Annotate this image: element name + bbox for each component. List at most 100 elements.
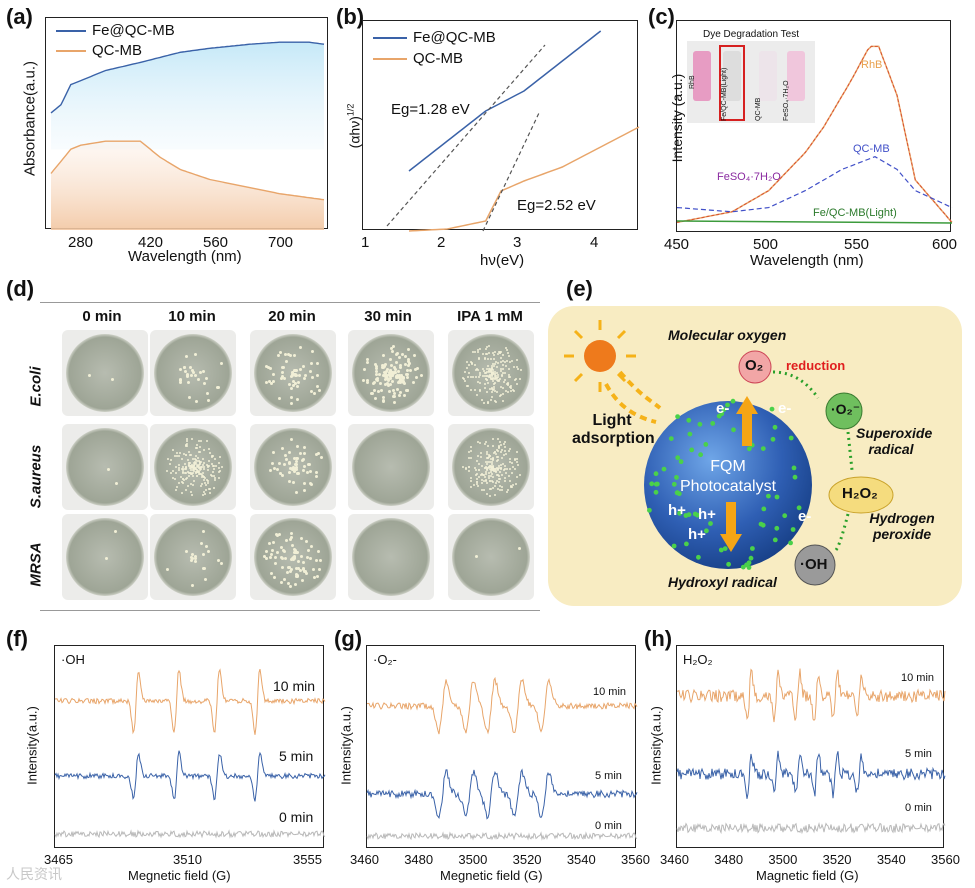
colony xyxy=(493,493,496,496)
petri-plate xyxy=(348,424,434,510)
colony xyxy=(198,471,200,474)
colony xyxy=(488,345,491,348)
colony xyxy=(483,466,486,469)
colony xyxy=(310,376,314,380)
colony xyxy=(391,380,395,384)
curve-label-rhb: RhB xyxy=(861,59,883,71)
colony xyxy=(486,453,489,456)
colony xyxy=(511,483,514,486)
colony xyxy=(475,375,478,378)
colony xyxy=(381,374,385,377)
colony xyxy=(495,466,498,469)
colony xyxy=(290,544,294,548)
colony xyxy=(499,370,502,373)
colony xyxy=(192,468,195,471)
colony xyxy=(516,365,519,368)
colony xyxy=(295,490,299,494)
colony xyxy=(479,456,482,459)
colony xyxy=(497,474,500,477)
superoxide-label: Superoxide radical xyxy=(856,425,933,457)
colony xyxy=(206,549,210,553)
colony xyxy=(190,559,194,562)
colony xyxy=(496,467,499,470)
vial-fe-qc-mb xyxy=(723,51,741,101)
colony xyxy=(193,374,197,378)
colony xyxy=(182,471,185,474)
colony xyxy=(202,382,206,386)
col-label-2: 20 min xyxy=(268,308,316,325)
epr-trace-0-min xyxy=(366,831,638,841)
colony xyxy=(288,461,292,465)
colony xyxy=(391,388,395,392)
colony xyxy=(215,465,218,468)
colony xyxy=(477,463,480,465)
colony xyxy=(476,351,479,354)
panel-f-species: ·OH xyxy=(61,652,85,667)
panel-g-xtick-0: 3460 xyxy=(350,852,379,867)
colony xyxy=(485,463,488,466)
reduction-label: reduction xyxy=(786,358,846,373)
colony xyxy=(212,464,215,467)
fe-qc-mb-curve xyxy=(50,41,325,114)
colony xyxy=(292,555,296,559)
superoxide-symbol: ·O₂⁻ xyxy=(831,401,861,417)
colony xyxy=(195,447,198,450)
colony xyxy=(497,438,500,441)
colony xyxy=(384,378,388,382)
colony xyxy=(306,471,310,475)
colony xyxy=(498,471,501,474)
colony xyxy=(307,463,311,467)
hydroxyl-label: Hydroxyl radical xyxy=(668,574,777,590)
colony xyxy=(504,360,507,363)
panel-h-trace-2: 0 min xyxy=(905,802,932,814)
colony xyxy=(283,463,287,467)
curve-label-feso4: FeSO₄·7H₂O xyxy=(717,171,781,183)
colony xyxy=(485,492,488,495)
colony xyxy=(291,466,295,469)
colony xyxy=(213,479,216,482)
petri-dish xyxy=(154,518,232,596)
colony xyxy=(318,388,322,392)
colony xyxy=(187,451,190,453)
colony xyxy=(277,532,281,536)
colony xyxy=(494,361,497,363)
colony xyxy=(504,467,506,470)
colony xyxy=(273,561,277,565)
colony xyxy=(179,367,183,371)
colony xyxy=(219,455,222,458)
light-adsorption-label: Light adsorption xyxy=(572,412,655,447)
colony xyxy=(504,472,507,475)
colony xyxy=(485,372,488,375)
vial-feso4 xyxy=(787,51,805,101)
colony xyxy=(181,491,184,494)
colony xyxy=(501,473,503,476)
colony xyxy=(174,472,177,475)
row-label-0: E.coli xyxy=(27,366,45,407)
panel-h-xtick-3: 3520 xyxy=(822,852,852,867)
colony xyxy=(186,381,190,385)
colony xyxy=(190,454,192,457)
colony xyxy=(282,377,286,381)
colony xyxy=(208,452,211,455)
colony xyxy=(279,350,283,354)
colony xyxy=(299,368,303,372)
colony xyxy=(302,488,306,492)
colony xyxy=(194,463,197,466)
colony xyxy=(284,556,288,560)
colony xyxy=(499,440,502,443)
colony xyxy=(308,470,312,474)
colony xyxy=(510,386,512,389)
colony xyxy=(190,482,193,485)
colony xyxy=(279,545,283,549)
colony xyxy=(171,449,174,452)
colony xyxy=(288,467,292,471)
colony xyxy=(201,465,204,468)
fe-qc-mb-tauc-curve xyxy=(408,30,602,172)
colony xyxy=(166,469,169,472)
epr-trace-10-min xyxy=(366,676,638,735)
colony xyxy=(302,452,306,455)
colony xyxy=(192,475,195,478)
colony xyxy=(202,475,205,478)
colony xyxy=(188,471,191,474)
colony xyxy=(189,473,192,475)
